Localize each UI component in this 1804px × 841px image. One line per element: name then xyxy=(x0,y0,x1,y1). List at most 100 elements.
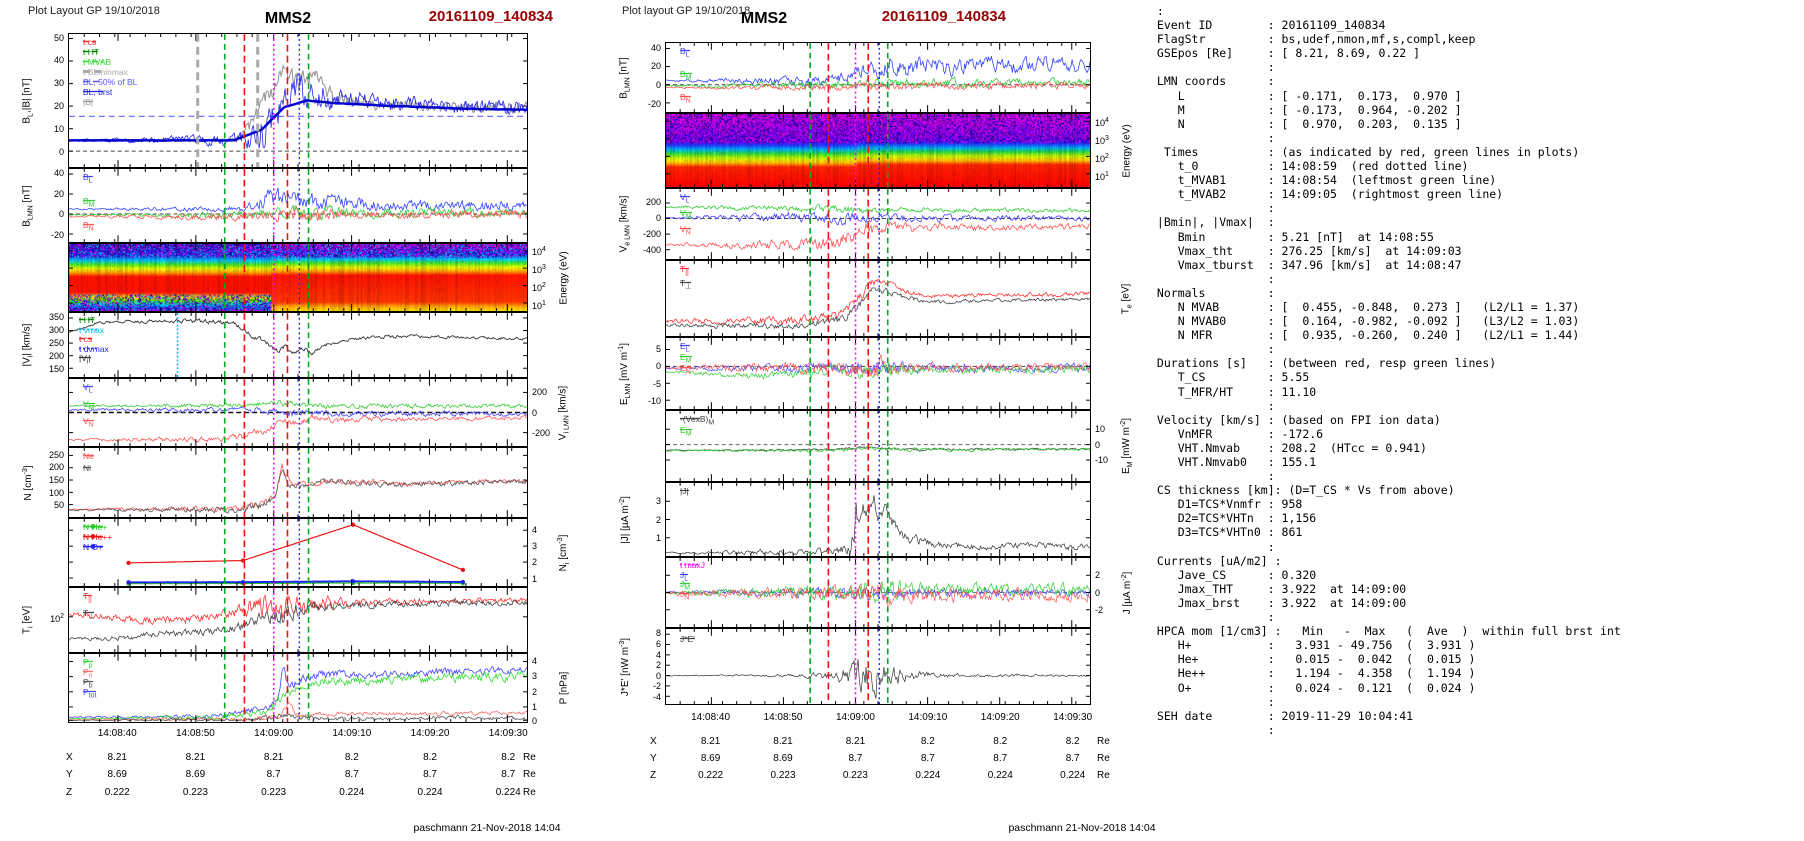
legend-item: VN xyxy=(83,417,94,429)
spacecraft-title: MMS2 xyxy=(264,10,312,27)
plot-svg-ti xyxy=(69,588,527,652)
table-row-label-Z: Z xyxy=(650,770,657,781)
plot-footer: paschmann 21-Nov-2018 14:04 xyxy=(413,822,561,834)
time-tick-label: 14:08:40 xyxy=(97,728,137,739)
y-tick-label: 300 xyxy=(48,325,64,336)
table-cell: 8.7 xyxy=(993,753,1008,764)
table-cell: 0.224 xyxy=(495,787,521,798)
y-tick-label: 0 xyxy=(1095,439,1101,450)
plot-svg-n-minor-ions xyxy=(69,519,527,586)
y-tick-label: -200 xyxy=(642,229,661,240)
y-tick-label: 103 xyxy=(1095,134,1109,146)
legend-item: VL xyxy=(680,193,690,205)
panel-left-n-minor-ions: N He+N He++N O+ xyxy=(68,518,528,587)
y-tick-label: 2 xyxy=(1095,569,1101,580)
y-tick-label: 101 xyxy=(532,299,546,311)
table-cell: 8.21 xyxy=(700,736,721,747)
table-cell: 0.223 xyxy=(770,770,796,781)
panel-left-pressure: PpPnPbPtot xyxy=(68,653,528,723)
panel-left-ion-spectrogram xyxy=(68,243,528,312)
panel-left-vi-lmn: VL VM VN xyxy=(68,378,528,447)
table-cell: 8.7 xyxy=(266,769,281,780)
y-tick-label: 1 xyxy=(655,533,661,544)
y-tick-label: 4 xyxy=(532,524,538,535)
table-cell: 8.2 xyxy=(423,752,437,763)
y-tick-label: 10 xyxy=(53,124,64,135)
table-cell: 0.224 xyxy=(915,770,941,781)
time-tick-label: 14:09:20 xyxy=(410,728,450,739)
y-tick-label: -200 xyxy=(532,428,551,439)
y-tick-label: 4 xyxy=(532,655,538,666)
table-cell: 8.69 xyxy=(700,753,721,764)
panel-mid-b-lmn: BL BM BN xyxy=(665,42,1091,113)
y-tick-label: 20 xyxy=(53,101,64,112)
y-tick-label: 1 xyxy=(532,702,538,713)
time-tick-label: 14:09:10 xyxy=(908,712,948,723)
plot-footer: paschmann 21-Nov-2018 14:04 xyxy=(1008,822,1156,834)
legend-item: |J| xyxy=(680,487,689,495)
y-tick-label: 4 xyxy=(655,649,661,660)
spectrogram-ion-spectrogram xyxy=(69,244,527,311)
legend-item: Ptot xyxy=(83,688,97,700)
legend-item: VM xyxy=(83,400,95,412)
y-tick-label: 200 xyxy=(48,351,64,362)
y-tick-label: 0 xyxy=(58,146,64,157)
plot-svg-b-total xyxy=(69,34,527,167)
plot-svg-j-mag xyxy=(666,483,1090,556)
panel-mid-te: T|| T⊥ xyxy=(665,260,1091,337)
legend-item: JN xyxy=(680,589,690,602)
legend-item: t HT xyxy=(83,47,100,57)
y-tick-label: 0 xyxy=(655,79,661,90)
y-tick-label: 104 xyxy=(1095,116,1109,128)
y-axis-label-te: Te [eV] xyxy=(1120,283,1134,314)
y-tick-label: -400 xyxy=(642,245,661,256)
y-tick-label: 103 xyxy=(532,263,546,275)
legend-item: T|| xyxy=(83,592,92,604)
y-tick-label: 40 xyxy=(53,55,64,66)
y-tick-label: -5 xyxy=(652,378,661,389)
y-tick-label: 3 xyxy=(532,540,538,551)
table-cell: 8.21 xyxy=(263,752,284,763)
y-tick-label: 200 xyxy=(645,197,661,208)
spacecraft-title: MMS2 xyxy=(740,10,788,27)
time-tick-label: 14:08:40 xyxy=(691,712,731,723)
event-id-label: 20161109_140834 xyxy=(881,8,1006,25)
plot-svg-jdote xyxy=(666,629,1090,704)
table-cell: 0.223 xyxy=(261,787,287,798)
legend-item: t vmax xyxy=(79,324,105,335)
plot-svg-j-lmn xyxy=(666,558,1090,627)
plot-svg-ion-spectrogram xyxy=(69,244,527,311)
legend-item: T⊥ xyxy=(680,279,692,291)
y-tick-label: 100 xyxy=(48,487,64,498)
legend-item: N He+ xyxy=(83,522,108,532)
table-cell: 8.2 xyxy=(1065,736,1080,747)
legend-item: |Vi| xyxy=(79,354,91,366)
table-cell: 0.223 xyxy=(842,770,868,781)
table-cell: 8.7 xyxy=(344,769,359,780)
legend-item: t maxJ xyxy=(680,560,706,570)
y-tick-label: 8 xyxy=(655,628,661,639)
table-cell: 8.7 xyxy=(920,753,935,764)
legend-item: t cs xyxy=(79,334,93,344)
y-tick-label: -2 xyxy=(1095,605,1104,616)
table-cell: 0.222 xyxy=(698,770,724,781)
y-tick-label: -10 xyxy=(647,395,661,406)
y-tick-label: 1 xyxy=(532,573,538,584)
legend-item: t cs xyxy=(83,37,97,47)
y-tick-label: 3 xyxy=(532,671,538,682)
y-tick-label: 10 xyxy=(1095,423,1106,434)
plot-svg-n-density xyxy=(69,448,527,517)
y-tick-label: 200 xyxy=(48,462,64,473)
panel-mid-vexb-em: -(VexB)MEM xyxy=(665,410,1091,482)
table-unit: Re xyxy=(1097,736,1110,747)
table-cell: 0.224 xyxy=(339,787,365,798)
table-cell: 8.2 xyxy=(344,752,359,763)
time-tick-label: 14:08:50 xyxy=(175,728,215,739)
y-tick-label: -10 xyxy=(1095,455,1109,466)
table-unit: Re xyxy=(523,752,536,763)
y-tick-label: 2 xyxy=(532,686,538,697)
